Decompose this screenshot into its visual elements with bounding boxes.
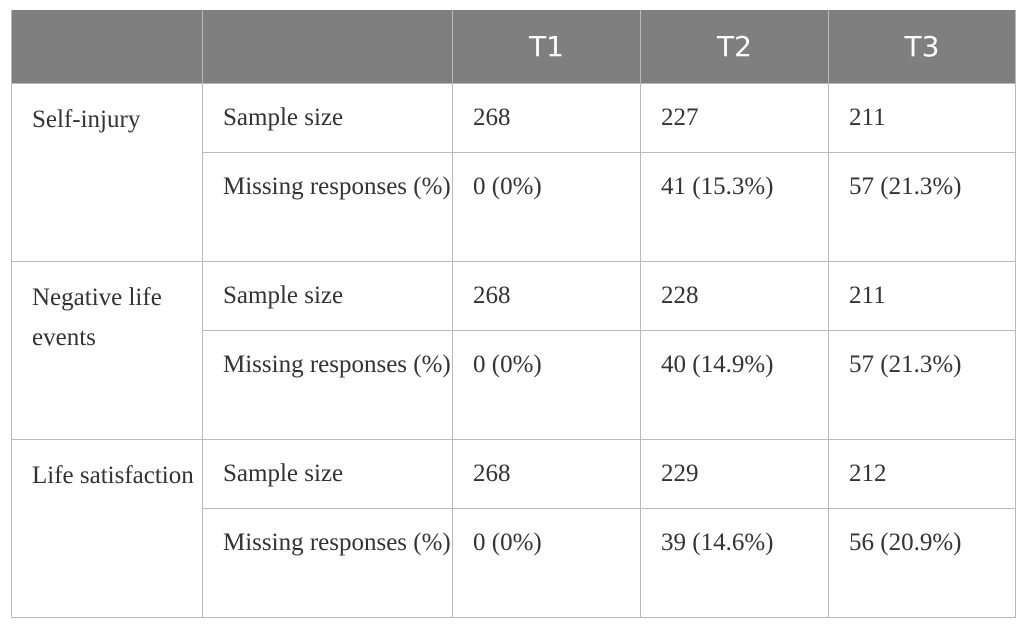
t1-value: 0 (0%) bbox=[473, 173, 542, 200]
t2-cell: 41 (15.3%) bbox=[640, 152, 829, 262]
t1-value: 268 bbox=[473, 282, 511, 309]
header-cell-t2: T2 bbox=[640, 10, 829, 84]
t2-cell: 229 bbox=[640, 439, 829, 509]
t2-value: 229 bbox=[661, 460, 699, 487]
t2-cell: 40 (14.9%) bbox=[640, 330, 829, 440]
t2-cell: 39 (14.6%) bbox=[640, 508, 829, 618]
measure-cell: Missing responses (%) bbox=[202, 330, 453, 440]
t3-cell: 211 bbox=[828, 261, 1016, 331]
measure-label: Sample size bbox=[223, 282, 344, 309]
group-label-cell: Self-injury bbox=[11, 83, 203, 262]
t3-value: 211 bbox=[849, 104, 886, 131]
t3-value: 211 bbox=[849, 282, 886, 309]
t1-cell: 268 bbox=[452, 261, 641, 331]
table-row: Missing responses (%) 0 (0%) 39 (14.6%) … bbox=[12, 508, 1016, 618]
t3-cell: 56 (20.9%) bbox=[828, 508, 1016, 618]
t1-cell: 0 (0%) bbox=[452, 508, 641, 618]
table-row: Life satisfaction Sample size 268 229 21… bbox=[11, 439, 1016, 618]
measure-label: Missing responses (%) bbox=[223, 351, 451, 378]
t1-value: 0 (0%) bbox=[473, 529, 542, 556]
header-cell-t3: T3 bbox=[828, 10, 1016, 84]
t1-cell: 0 (0%) bbox=[452, 330, 641, 440]
table-row: Negative life events Sample size 268 228… bbox=[11, 261, 1016, 440]
measure-cell: Missing responses (%) bbox=[202, 508, 453, 618]
t2-value: 228 bbox=[661, 282, 699, 309]
measure-cell: Sample size bbox=[202, 83, 453, 153]
header-cell-group bbox=[11, 10, 203, 84]
t3-cell: 57 (21.3%) bbox=[828, 330, 1016, 440]
t3-value: 212 bbox=[849, 460, 887, 487]
measure-cell: Sample size bbox=[202, 439, 453, 509]
table-header: T1 T2 T3 bbox=[11, 10, 1016, 84]
t3-value: 57 (21.3%) bbox=[849, 351, 962, 378]
group-label-cell: Life satisfaction bbox=[11, 439, 203, 618]
t1-value: 268 bbox=[473, 104, 511, 131]
t2-value: 41 (15.3%) bbox=[661, 173, 774, 200]
measure-cell: Missing responses (%) bbox=[202, 152, 453, 262]
measure-label: Sample size bbox=[223, 104, 344, 131]
table-row: Self-injury Sample size 268 227 211 bbox=[11, 83, 1016, 262]
t1-value: 268 bbox=[473, 460, 511, 487]
data-table: T1 T2 T3 Self-injury Sample size 268 227… bbox=[11, 10, 1016, 618]
measure-label: Missing responses (%) bbox=[223, 529, 451, 556]
measure-label: Missing responses (%) bbox=[223, 173, 451, 200]
group-label: Self-injury bbox=[32, 106, 141, 133]
t2-cell: 227 bbox=[640, 83, 829, 153]
t1-value: 0 (0%) bbox=[473, 351, 542, 378]
t3-cell: 212 bbox=[828, 439, 1016, 509]
t3-value: 56 (20.9%) bbox=[849, 529, 962, 556]
group-label: Life satisfaction bbox=[32, 462, 194, 489]
t2-value: 227 bbox=[661, 104, 699, 131]
t2-cell: 228 bbox=[640, 261, 829, 331]
header-row: T1 T2 T3 bbox=[11, 10, 1016, 84]
group-label: Negative life events bbox=[32, 284, 162, 351]
measure-label: Sample size bbox=[223, 460, 344, 487]
t3-value: 57 (21.3%) bbox=[849, 173, 962, 200]
table-body: Self-injury Sample size 268 227 211 Miss… bbox=[11, 83, 1016, 618]
t3-cell: 57 (21.3%) bbox=[828, 152, 1016, 262]
t2-value: 40 (14.9%) bbox=[661, 351, 774, 378]
header-cell-measure bbox=[202, 10, 453, 84]
header-cell-t1: T1 bbox=[452, 10, 641, 84]
table-row: Missing responses (%) 0 (0%) 40 (14.9%) … bbox=[12, 330, 1016, 440]
t1-cell: 268 bbox=[452, 83, 641, 153]
measure-cell: Sample size bbox=[202, 261, 453, 331]
t1-cell: 0 (0%) bbox=[452, 152, 641, 262]
t1-cell: 268 bbox=[452, 439, 641, 509]
t3-cell: 211 bbox=[828, 83, 1016, 153]
group-label-cell: Negative life events bbox=[11, 261, 203, 440]
t2-value: 39 (14.6%) bbox=[661, 529, 774, 556]
